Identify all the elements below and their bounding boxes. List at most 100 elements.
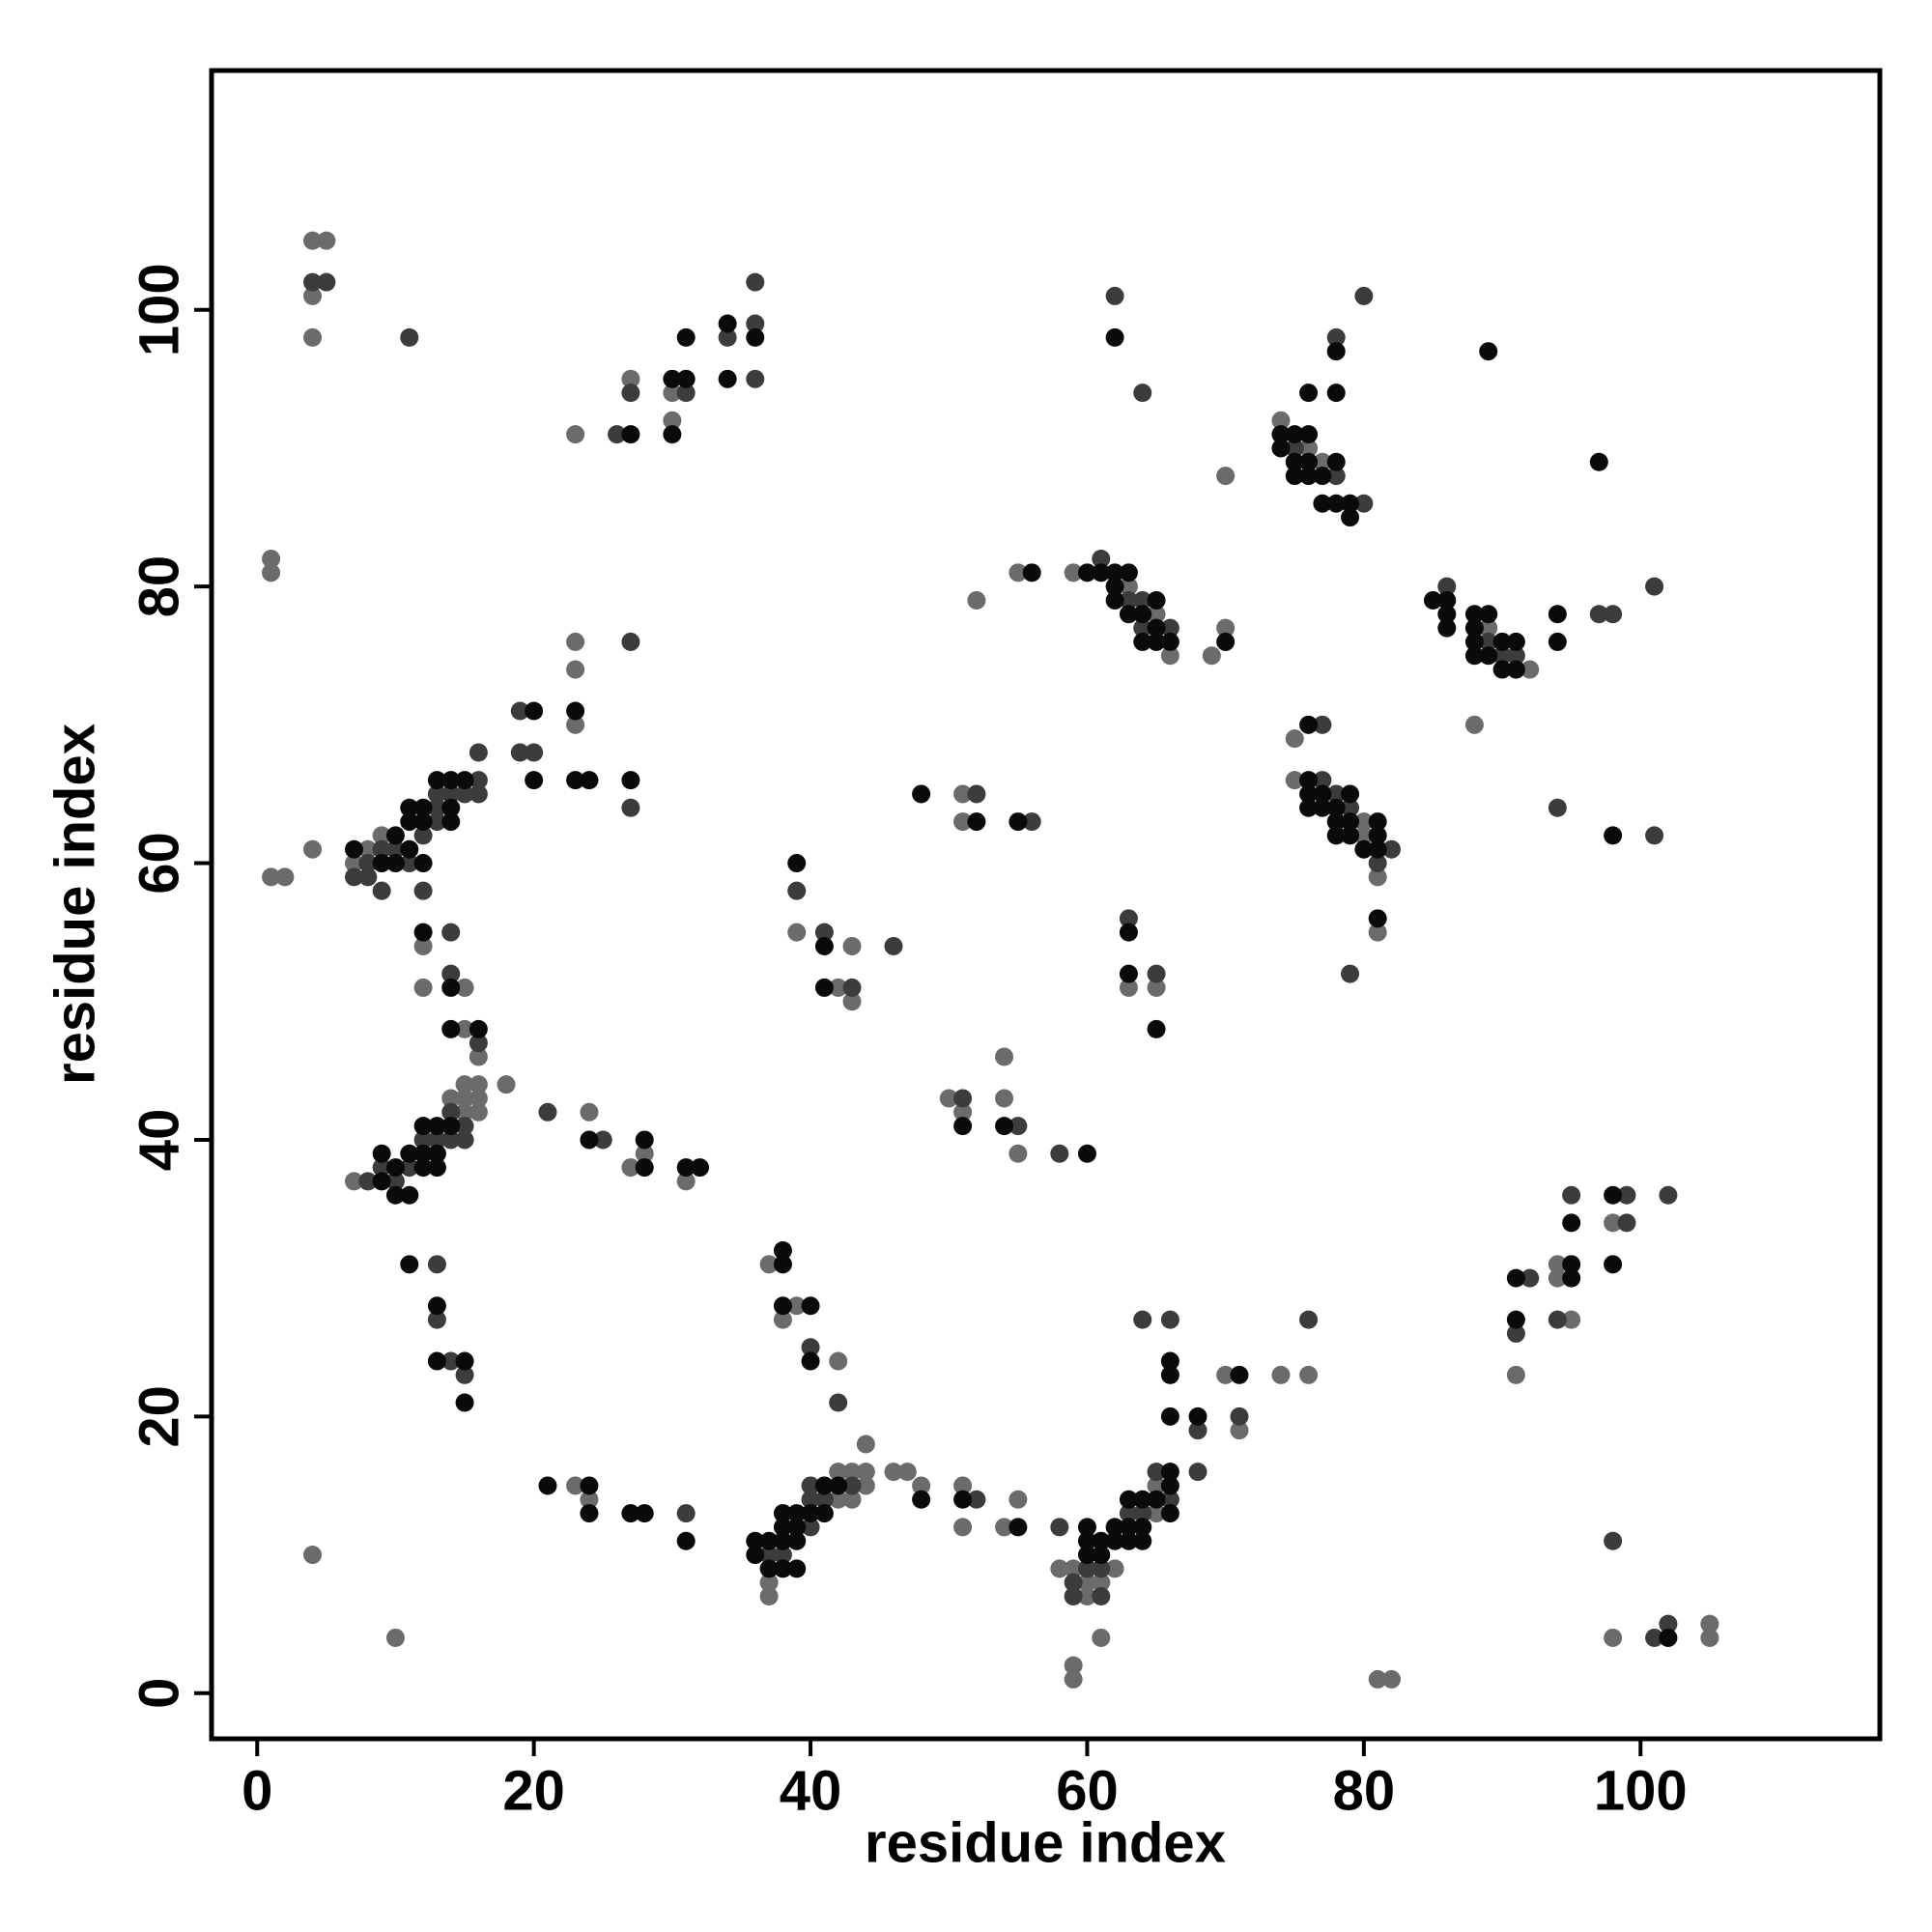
point [1133, 1531, 1152, 1550]
point [469, 1019, 488, 1038]
point [580, 1102, 599, 1122]
point [1105, 1518, 1124, 1537]
point [525, 771, 544, 790]
point [1216, 632, 1236, 651]
point [635, 1130, 654, 1150]
point [746, 369, 765, 388]
point [344, 854, 363, 873]
point [400, 327, 419, 347]
point [773, 1504, 792, 1523]
point [1464, 632, 1484, 651]
point [1437, 605, 1457, 624]
point [621, 1504, 640, 1523]
point [1188, 1406, 1208, 1426]
point [1520, 1268, 1540, 1288]
point [621, 632, 640, 651]
point [953, 1117, 973, 1136]
point [1464, 605, 1484, 624]
point [413, 1130, 433, 1150]
point [400, 812, 419, 832]
point [1299, 715, 1319, 734]
point [1299, 425, 1319, 444]
x-tick-label: 80 [1333, 1759, 1396, 1822]
point [358, 839, 378, 859]
point [814, 1504, 834, 1523]
point [1562, 1310, 1581, 1329]
point [967, 784, 986, 804]
point [773, 1296, 792, 1316]
point [1479, 646, 1498, 666]
point [385, 839, 405, 859]
point [441, 1019, 461, 1038]
point [1313, 452, 1332, 471]
point [621, 798, 640, 817]
x-tick-label: 0 [242, 1759, 272, 1822]
point [1009, 1144, 1028, 1163]
point [718, 369, 737, 388]
point [469, 743, 488, 762]
point [1064, 1559, 1083, 1578]
point [746, 272, 765, 292]
point [413, 936, 433, 955]
point [372, 881, 391, 900]
point [787, 1559, 807, 1578]
point [787, 1531, 807, 1550]
point [400, 1158, 419, 1178]
point [1216, 467, 1236, 486]
point [676, 1531, 696, 1550]
point [344, 867, 363, 887]
point [441, 812, 461, 832]
point [1147, 1476, 1166, 1495]
point [1520, 660, 1540, 679]
point [1368, 867, 1387, 887]
point [1299, 439, 1319, 458]
point [1368, 826, 1387, 845]
point [1562, 1255, 1581, 1274]
point [427, 784, 446, 804]
point [427, 1296, 446, 1316]
point [953, 1102, 973, 1122]
point [884, 936, 903, 955]
point [385, 1158, 405, 1178]
point [372, 826, 391, 845]
point [413, 1158, 433, 1178]
point [1077, 1531, 1096, 1550]
point [262, 549, 281, 568]
point [1092, 549, 1111, 568]
point [856, 1435, 875, 1454]
point [1092, 1587, 1111, 1606]
point [1326, 812, 1346, 832]
point [1464, 618, 1484, 638]
point [1147, 964, 1166, 983]
point [856, 1463, 875, 1482]
point [953, 784, 973, 804]
point [773, 1241, 792, 1261]
point [1326, 798, 1346, 817]
point [1341, 798, 1360, 817]
point [621, 425, 640, 444]
point [953, 1476, 973, 1495]
point [1423, 590, 1442, 610]
point [1050, 1518, 1069, 1537]
point [1119, 923, 1138, 942]
point [566, 660, 585, 679]
point [1077, 1518, 1096, 1537]
point [1548, 1268, 1567, 1288]
point [1105, 590, 1124, 610]
point [1285, 467, 1304, 486]
point [385, 1628, 405, 1647]
point [635, 1158, 654, 1178]
point [455, 1393, 474, 1412]
point [1506, 632, 1525, 651]
point [1216, 1365, 1236, 1384]
point [773, 1559, 792, 1578]
point [1160, 1476, 1179, 1495]
point [718, 327, 737, 347]
point [1700, 1614, 1719, 1634]
y-tick-label: 20 [128, 1385, 190, 1448]
point [635, 1144, 654, 1163]
point [967, 1490, 986, 1509]
point [1092, 1546, 1111, 1565]
point [1077, 1559, 1096, 1578]
